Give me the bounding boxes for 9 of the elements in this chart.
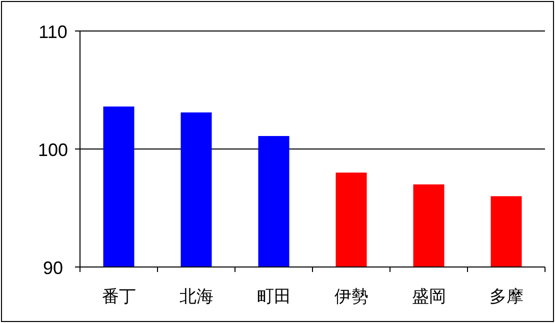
x-tick-label: 多摩: [489, 287, 524, 306]
x-tick-label: 伊勢: [334, 287, 368, 306]
y-tick-label: 110: [38, 22, 68, 42]
y-tick-label: 90: [42, 258, 64, 278]
x-tick-label: 盛岡: [412, 287, 446, 306]
x-tick-label: 番丁: [102, 287, 136, 306]
x-tick-label: 北海: [179, 287, 214, 306]
x-tick-label: 町田: [256, 287, 291, 306]
y-tick-label: 100: [38, 140, 68, 160]
